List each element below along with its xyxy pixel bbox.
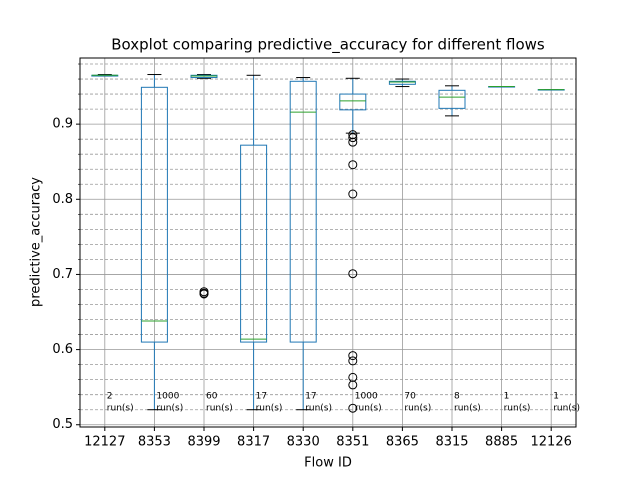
x-tick-label: 8885	[485, 435, 518, 450]
x-tick-label: 12127	[84, 435, 125, 450]
box	[339, 93, 367, 111]
run-unit: run(s)	[504, 404, 531, 414]
run-unit: run(s)	[355, 404, 382, 414]
outlier	[348, 137, 358, 147]
x-tick-label: 8365	[386, 435, 419, 450]
chart-title: Boxplot comparing predictive_accuracy fo…	[111, 36, 545, 55]
outlier	[348, 160, 358, 170]
run-count: 2	[107, 392, 113, 402]
run-count: 8	[454, 392, 460, 402]
run-unit: run(s)	[454, 404, 481, 414]
run-count: 70	[404, 392, 416, 402]
outlier	[199, 289, 209, 299]
run-count: 1	[553, 392, 559, 402]
outlier	[348, 380, 358, 390]
run-unit: run(s)	[404, 404, 431, 414]
x-tick-label: 8330	[287, 435, 320, 450]
x-tick-label: 8353	[138, 435, 171, 450]
box	[140, 86, 168, 343]
box	[240, 144, 268, 343]
outlier	[348, 351, 358, 361]
y-tick-label: 0.8	[52, 192, 73, 207]
x-tick-label: 8351	[336, 435, 369, 450]
run-count: 1	[504, 392, 510, 402]
y-tick-label: 0.7	[52, 267, 73, 282]
x-axis-label: Flow ID	[304, 456, 352, 471]
run-unit: run(s)	[256, 404, 283, 414]
run-count: 1000	[156, 392, 179, 402]
y-tick-label: 0.5	[52, 417, 73, 432]
y-axis-label: predictive_accuracy	[29, 177, 44, 307]
outlier	[348, 189, 358, 199]
x-tick-label: 12126	[531, 435, 572, 450]
outlier	[348, 133, 358, 143]
plot-frame	[79, 57, 577, 428]
run-count: 1000	[355, 392, 378, 402]
run-unit: run(s)	[156, 404, 183, 414]
x-tick-label: 8317	[237, 435, 270, 450]
box	[289, 80, 317, 343]
box	[388, 80, 416, 85]
outlier	[348, 403, 358, 413]
outlier	[348, 356, 358, 366]
run-unit: run(s)	[553, 404, 580, 414]
x-tick-label: 8399	[187, 435, 220, 450]
y-tick-label: 0.9	[52, 117, 73, 132]
run-count: 60	[206, 392, 218, 402]
run-unit: run(s)	[107, 404, 134, 414]
box	[438, 89, 466, 109]
run-unit: run(s)	[305, 404, 332, 414]
run-unit: run(s)	[206, 404, 233, 414]
run-count: 17	[305, 392, 316, 402]
outlier	[348, 269, 358, 279]
x-tick-label: 8315	[435, 435, 468, 450]
run-count: 17	[256, 392, 267, 402]
y-tick-label: 0.6	[52, 342, 73, 357]
